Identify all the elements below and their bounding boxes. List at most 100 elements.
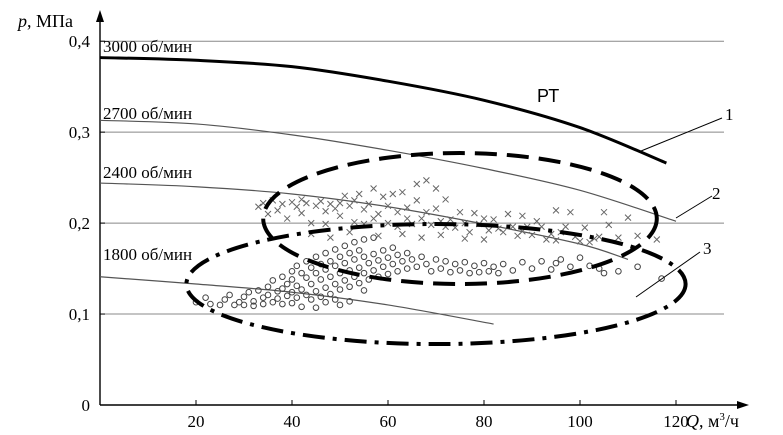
scatter-point-o <box>370 267 377 274</box>
scatter-point-x <box>336 212 344 220</box>
scatter-point-o <box>346 298 353 305</box>
scatter-point-o <box>447 268 454 276</box>
axes <box>96 10 749 409</box>
scatter-point-x <box>418 215 425 222</box>
scatter-point-o <box>346 283 353 291</box>
scatter-point-x <box>399 230 406 238</box>
scatter-point-x <box>600 208 608 216</box>
curve-label-1800: 1800 об/мин <box>103 245 192 264</box>
scatter-point-o <box>288 299 296 307</box>
scatter-point-x <box>370 185 377 192</box>
scatter-point-o <box>384 254 392 261</box>
callout-label-3: 3 <box>703 239 712 258</box>
x-tick-label: 40 <box>284 412 301 431</box>
scatter-point-x <box>360 206 368 213</box>
scatter-point-o <box>365 276 373 283</box>
scatter-point-x <box>653 236 661 243</box>
curve-label-2700: 2700 об/мин <box>103 104 192 123</box>
scatter-point-o <box>341 259 349 267</box>
scatter-point-o <box>202 294 209 301</box>
scatter-point-x <box>567 208 574 216</box>
y-tick-label: 0,1 <box>69 305 90 324</box>
curve-label-3000: 3000 об/мин <box>103 37 192 56</box>
scatter-point-o <box>427 268 435 275</box>
scatter-point-x <box>384 219 392 227</box>
scatter-point-o <box>264 291 272 299</box>
scatter-point-o <box>269 277 277 284</box>
scatter-point-o <box>322 284 329 291</box>
scatter-point-o <box>634 263 641 271</box>
scatter-point-o <box>351 256 358 263</box>
scatter-point-o <box>475 268 483 276</box>
scatter-point-o <box>379 263 387 271</box>
scatter-point-o <box>451 260 459 268</box>
scatter-point-o <box>528 265 536 272</box>
scatter-point-x <box>317 197 325 205</box>
scatter-point-o <box>322 249 329 257</box>
y-axis-label: p, МПа <box>16 11 73 31</box>
scatter-point-x <box>403 204 411 211</box>
scatter-point-o <box>298 269 305 277</box>
scatter-point-x <box>365 200 373 208</box>
scatter-point-o <box>375 257 382 264</box>
region-ellipse-3 <box>184 222 688 347</box>
scatter-point-x <box>461 235 469 242</box>
scatter-point-x <box>355 190 363 198</box>
scatter-point-x <box>255 203 262 211</box>
scatter-point-x <box>456 208 464 216</box>
scatter-point-o <box>288 268 296 275</box>
scatter-point-o <box>207 300 214 308</box>
scatter-point-o <box>370 250 377 258</box>
scatter-point-o <box>312 269 320 277</box>
scatter-point-o <box>327 290 334 298</box>
scatter-point-x <box>605 221 613 229</box>
scatter-point-x <box>437 231 445 239</box>
scatter-point-o <box>283 280 291 288</box>
scatter-point-x <box>447 216 454 223</box>
scatter-point-x <box>298 209 305 217</box>
scatter-point-x <box>576 237 584 245</box>
scatter-point-x <box>322 207 329 215</box>
scatter-point-o <box>293 282 301 290</box>
scatter-point-x <box>519 212 526 220</box>
scatter-point-o <box>394 268 401 275</box>
x-axis-label-symbol: Q <box>686 411 699 431</box>
chart-labels: 3000 об/мин 2700 об/мин 2400 об/мин 1800… <box>16 11 739 431</box>
scatter-point-x <box>403 215 411 222</box>
scatter-point-o <box>293 294 301 301</box>
scatter-point-x <box>471 209 478 217</box>
tick-labels: 20 40 60 80 100 120 0 0,1 0,2 0,3 0,4 <box>69 32 689 431</box>
scatter-point-x <box>586 238 593 246</box>
scatter-point-o <box>552 259 560 267</box>
scatter-point-o <box>355 247 363 254</box>
scatter-point-x <box>375 210 382 218</box>
scatter-point-o <box>283 292 291 300</box>
scatter-point-o <box>298 303 305 311</box>
scatter-point-x <box>615 234 622 242</box>
scatter-point-x <box>624 214 632 221</box>
scatter-point-x <box>298 196 305 203</box>
scatter-point-o <box>370 234 377 241</box>
pump-curves <box>99 56 677 325</box>
scatter-point-o <box>600 269 608 277</box>
scatter-point-o <box>303 291 310 299</box>
scatter-point-o <box>355 279 363 287</box>
x-axis-label-unit: , м <box>699 411 719 431</box>
scatter-point-x <box>552 207 560 214</box>
scatter-point-o <box>360 269 368 277</box>
scatter-point-o <box>288 276 296 283</box>
region-ellipse-2 <box>261 151 659 287</box>
scatter-point-o <box>485 268 493 275</box>
scatter-point-x <box>504 210 512 218</box>
scatter-point-x <box>509 223 517 231</box>
scatter-point-x <box>595 233 603 241</box>
scatter-point-o <box>495 269 502 277</box>
x-axis-arrow <box>737 401 749 409</box>
scatter-point-o <box>341 242 349 250</box>
system-curve-rt <box>99 56 667 165</box>
scatter-point-o <box>307 264 315 271</box>
scatter-point-x <box>351 218 358 226</box>
scatter-point-o <box>360 236 368 243</box>
scatter-point-x <box>423 176 430 184</box>
scatter-point-x <box>418 234 425 242</box>
